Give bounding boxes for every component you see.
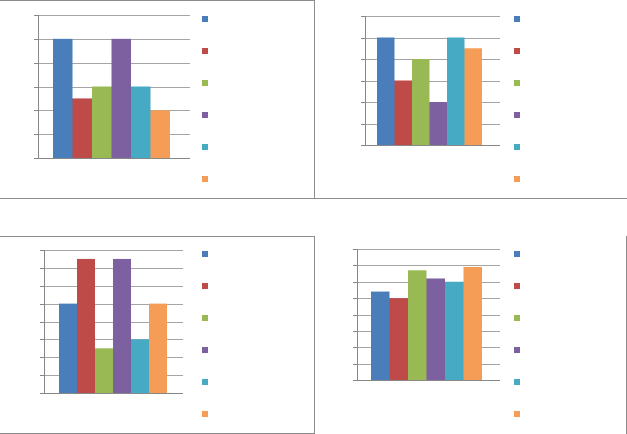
bar-series-3 bbox=[92, 86, 112, 158]
legend-marker-2 bbox=[202, 283, 208, 289]
legend-marker-6 bbox=[202, 176, 208, 182]
bar-series-2 bbox=[72, 98, 92, 158]
charts-layer bbox=[34, 15, 520, 417]
bar-series-5 bbox=[445, 281, 464, 380]
chart-1 bbox=[34, 15, 208, 182]
legend-marker-1 bbox=[202, 16, 208, 22]
bar-series-4 bbox=[429, 102, 447, 145]
bar-series-1 bbox=[377, 37, 395, 145]
bar-series-5 bbox=[131, 339, 149, 393]
legend-marker-1 bbox=[514, 16, 520, 22]
legend-marker-4 bbox=[202, 347, 208, 353]
bar-series-3 bbox=[412, 59, 430, 145]
legend-marker-2 bbox=[514, 48, 520, 54]
bar-series-2 bbox=[389, 298, 408, 380]
legend-marker-5 bbox=[202, 144, 208, 150]
legend-marker-6 bbox=[202, 411, 208, 417]
bar-series-6 bbox=[150, 110, 170, 158]
bar-series-4 bbox=[111, 38, 131, 159]
legend-marker-1 bbox=[514, 251, 520, 257]
legend-marker-2 bbox=[514, 283, 520, 289]
legend-marker-4 bbox=[202, 112, 208, 118]
bar-series-6 bbox=[149, 303, 167, 393]
legend-marker-3 bbox=[514, 315, 520, 321]
legend-marker-3 bbox=[202, 315, 208, 321]
bar-series-1 bbox=[53, 38, 73, 159]
bar-series-4 bbox=[426, 278, 445, 380]
bar-series-2 bbox=[394, 80, 412, 145]
legend-marker-5 bbox=[514, 379, 520, 385]
bar-series-5 bbox=[131, 86, 151, 158]
bar-series-4 bbox=[113, 258, 131, 393]
chart-3 bbox=[40, 250, 208, 417]
legend-marker-4 bbox=[514, 112, 520, 118]
legend-marker-2 bbox=[202, 48, 208, 54]
bar-series-1 bbox=[59, 303, 77, 393]
legend-marker-6 bbox=[514, 176, 520, 182]
legend-marker-3 bbox=[514, 80, 520, 86]
bar-series-6 bbox=[464, 48, 482, 145]
bar-series-6 bbox=[463, 267, 482, 380]
legend-marker-1 bbox=[202, 251, 208, 257]
legend-marker-5 bbox=[202, 379, 208, 385]
bar-series-1 bbox=[371, 291, 390, 380]
legend-marker-3 bbox=[202, 80, 208, 86]
legend-marker-5 bbox=[514, 144, 520, 150]
bar-series-5 bbox=[447, 37, 465, 145]
bar-series-3 bbox=[408, 270, 427, 380]
legend-marker-6 bbox=[514, 411, 520, 417]
legend-marker-4 bbox=[514, 347, 520, 353]
bar-series-2 bbox=[77, 258, 95, 393]
bar-series-3 bbox=[95, 348, 113, 393]
chart-2 bbox=[361, 16, 520, 182]
chart-4 bbox=[353, 249, 520, 417]
